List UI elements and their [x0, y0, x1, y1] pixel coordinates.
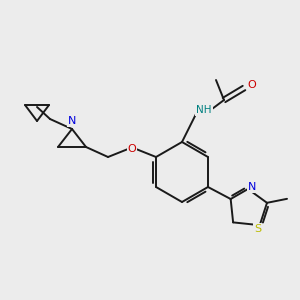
Text: N: N — [68, 116, 76, 126]
Text: O: O — [128, 144, 136, 154]
Text: O: O — [248, 80, 256, 90]
Text: NH: NH — [196, 105, 212, 115]
Text: N: N — [248, 182, 256, 192]
Text: S: S — [254, 224, 261, 234]
